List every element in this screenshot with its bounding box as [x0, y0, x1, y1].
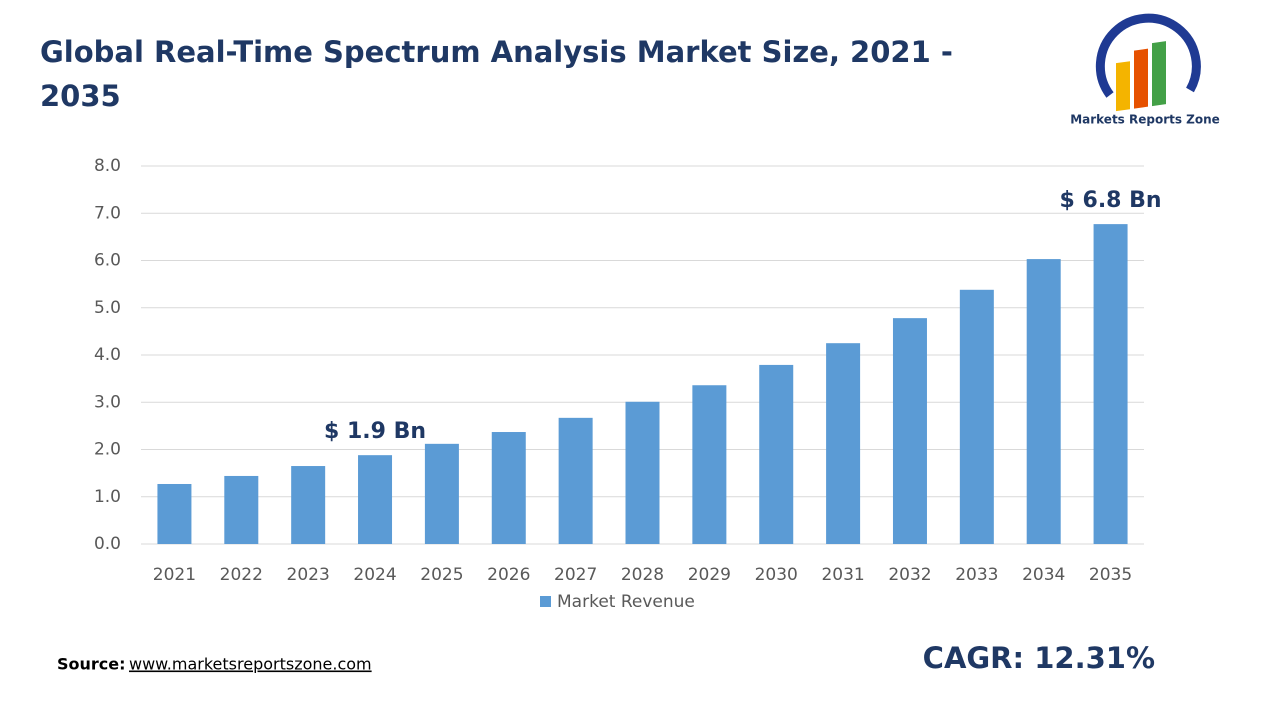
x-tick-label: 2033 — [955, 565, 998, 585]
y-tick-label: 8.0 — [94, 156, 121, 176]
y-tick-label: 3.0 — [94, 392, 121, 412]
title-box: Global Real-Time Spectrum Analysis Marke… — [40, 35, 953, 113]
bar — [291, 466, 326, 544]
bar — [1093, 224, 1128, 544]
logo-bar — [1116, 61, 1130, 112]
bar — [224, 475, 259, 544]
bar — [1026, 259, 1061, 544]
x-tick-label: 2023 — [287, 565, 330, 585]
x-tick-label: 2034 — [1022, 565, 1065, 585]
y-tick-label: 5.0 — [94, 298, 121, 318]
legend-swatch — [540, 596, 551, 607]
bar — [491, 432, 526, 544]
x-tick-label: 2025 — [420, 565, 463, 585]
legend-label: Market Revenue — [557, 592, 695, 612]
x-tick-label: 2030 — [755, 565, 798, 585]
bar — [892, 318, 927, 544]
logo-bar — [1152, 41, 1166, 107]
bar — [157, 483, 192, 544]
logo-arc — [1095, 13, 1201, 98]
y-tick-label: 0.0 — [94, 534, 121, 554]
chart-title: Global Real-Time Spectrum Analysis Marke… — [40, 35, 953, 113]
bar — [692, 385, 727, 544]
x-tick-label: 2027 — [554, 565, 597, 585]
x-tick-label: 2032 — [888, 565, 931, 585]
bar — [826, 343, 861, 544]
x-tick-label: 2028 — [621, 565, 664, 585]
x-tick-label: 2031 — [821, 565, 864, 585]
logo: Markets Reports Zone — [1070, 13, 1220, 127]
y-tick-label: 1.0 — [94, 487, 121, 507]
x-tick-label: 2024 — [353, 565, 396, 585]
bar — [959, 289, 994, 544]
x-tick-label: 2021 — [153, 565, 196, 585]
logo-text: Markets Reports Zone — [1070, 113, 1220, 127]
y-tick-label: 7.0 — [94, 203, 121, 223]
x-tick-label: 2029 — [688, 565, 731, 585]
x-tick-label: 2035 — [1089, 565, 1132, 585]
bar — [625, 401, 660, 544]
y-tick-label: 4.0 — [94, 345, 121, 365]
bar — [759, 364, 794, 544]
source-url[interactable]: www.marketsreportszone.com — [129, 655, 372, 674]
source-label: Source: — [57, 655, 126, 674]
y-tick-label: 6.0 — [94, 251, 121, 271]
y-tick-label: 2.0 — [94, 440, 121, 460]
value-label: $ 1.9 Bn — [324, 419, 426, 444]
bar — [558, 417, 593, 544]
logo-bar — [1134, 48, 1148, 109]
x-tick-label: 2022 — [220, 565, 263, 585]
bar — [424, 443, 459, 544]
cagr: CAGR: 12.31% — [923, 641, 1155, 675]
bar — [358, 455, 393, 544]
value-label: $ 6.8 Bn — [1060, 188, 1162, 213]
x-tick-label: 2026 — [487, 565, 530, 585]
